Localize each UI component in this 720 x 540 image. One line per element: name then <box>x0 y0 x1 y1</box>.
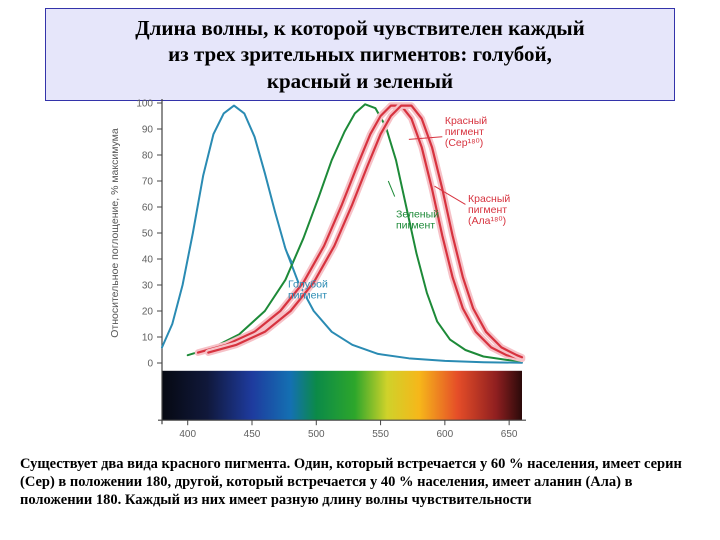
absorption-chart: 0 10 20 30 40 50 60 70 80 90 100 400 450 500 550 600 650… <box>90 95 650 440</box>
y-tick-label: 70 <box>142 177 154 188</box>
annotation-red-ala-label: Красныйпигмент(Ала¹⁸⁰) <box>468 193 510 227</box>
annotation-blue-label: Голубойпигмент <box>288 279 328 302</box>
y-tick-label: 10 <box>142 333 154 344</box>
visible-spectrum-strip <box>162 371 522 420</box>
x-tick-label: 450 <box>244 429 261 440</box>
y-axis-label: Относительное поглощение, % максимума <box>109 128 121 338</box>
annotation-leader <box>388 181 394 197</box>
x-tick-label: 650 <box>501 429 518 440</box>
annotation-red-ser-label: Красныйпигмент(Сер¹⁸⁰) <box>445 115 487 149</box>
y-tick-label: 80 <box>142 151 154 162</box>
annotation-leader <box>284 246 293 264</box>
x-tick-label: 500 <box>308 429 325 440</box>
slide-title: Длина волны, к которой чувствителен кажд… <box>45 8 675 101</box>
title-line-2: из трех зрительных пигментов: голубой, <box>168 42 552 66</box>
x-tick-label: 400 <box>179 429 196 440</box>
x-tick-label: 550 <box>372 429 389 440</box>
y-tick-label: 50 <box>142 229 154 240</box>
footnote-text: Существует два вида красного пигмента. О… <box>20 455 700 509</box>
y-tick-label: 20 <box>142 307 154 318</box>
y-tick-label: 40 <box>142 255 154 266</box>
x-tick-label: 600 <box>437 429 454 440</box>
y-tick-label: 60 <box>142 203 154 214</box>
y-tick-label: 90 <box>142 125 154 136</box>
title-line-1: Длина волны, к которой чувствителен кажд… <box>135 16 585 40</box>
y-tick-label: 30 <box>142 281 154 292</box>
annotation-green-label: Зеленыйпигмент <box>396 208 439 231</box>
y-tick-label: 100 <box>136 99 153 110</box>
title-line-3: красный и зеленый <box>267 69 453 93</box>
annotation-leader <box>435 186 466 204</box>
y-tick-label: 0 <box>147 359 153 370</box>
